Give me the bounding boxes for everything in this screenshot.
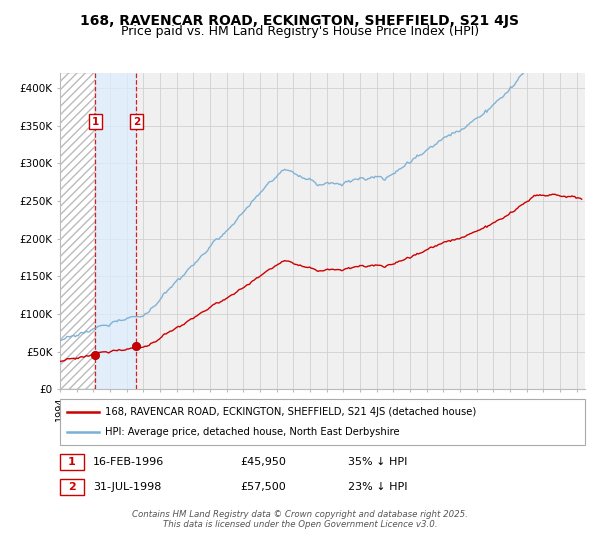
Bar: [95, 73, 136, 389]
Text: Contains HM Land Registry data © Crown copyright and database right 2025.
This d: Contains HM Land Registry data © Crown c…: [132, 510, 468, 529]
Text: 16-FEB-1996: 16-FEB-1996: [93, 457, 164, 467]
Text: Price paid vs. HM Land Registry's House Price Index (HPI): Price paid vs. HM Land Registry's House …: [121, 25, 479, 38]
Text: 2: 2: [133, 117, 140, 127]
Text: 168, RAVENCAR ROAD, ECKINGTON, SHEFFIELD, S21 4JS: 168, RAVENCAR ROAD, ECKINGTON, SHEFFIELD…: [80, 14, 520, 28]
Text: HPI: Average price, detached house, North East Derbyshire: HPI: Average price, detached house, Nort…: [105, 427, 400, 437]
Text: 23% ↓ HPI: 23% ↓ HPI: [348, 482, 407, 492]
Text: 2: 2: [68, 482, 76, 492]
Bar: [60, 73, 95, 389]
Text: 1: 1: [68, 457, 76, 467]
Text: 31-JUL-1998: 31-JUL-1998: [93, 482, 161, 492]
Text: £57,500: £57,500: [240, 482, 286, 492]
Text: 168, RAVENCAR ROAD, ECKINGTON, SHEFFIELD, S21 4JS (detached house): 168, RAVENCAR ROAD, ECKINGTON, SHEFFIELD…: [105, 407, 476, 417]
Text: 1: 1: [92, 117, 99, 127]
Text: 35% ↓ HPI: 35% ↓ HPI: [348, 457, 407, 467]
Text: £45,950: £45,950: [240, 457, 286, 467]
